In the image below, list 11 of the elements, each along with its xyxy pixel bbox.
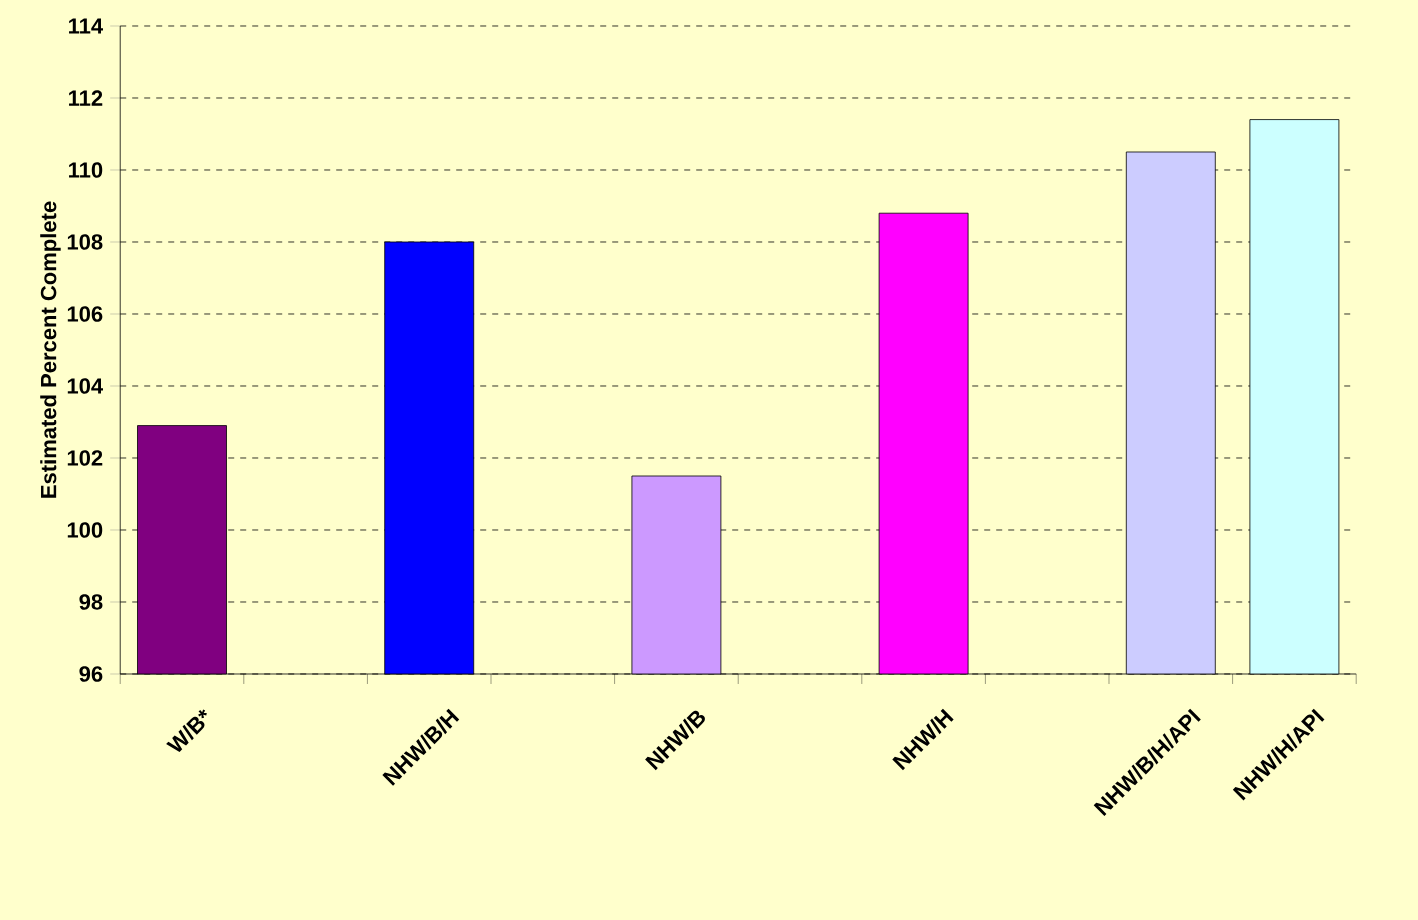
- y-axis-title: Estimated Percent Complete: [40, 201, 61, 498]
- y-tick-label: 100: [67, 522, 103, 538]
- y-tick-label: 96: [79, 666, 103, 682]
- y-tick-label: 104: [67, 378, 104, 394]
- y-tick-label: 108: [67, 234, 103, 250]
- y-tick-label: 114: [69, 18, 104, 34]
- y-tick-label: 98: [79, 594, 103, 610]
- y-tick-label: 102: [67, 450, 103, 466]
- y-tick-label: 110: [69, 162, 103, 178]
- y-tick-label: 112: [69, 90, 103, 106]
- y-tick-label: 106: [67, 306, 103, 322]
